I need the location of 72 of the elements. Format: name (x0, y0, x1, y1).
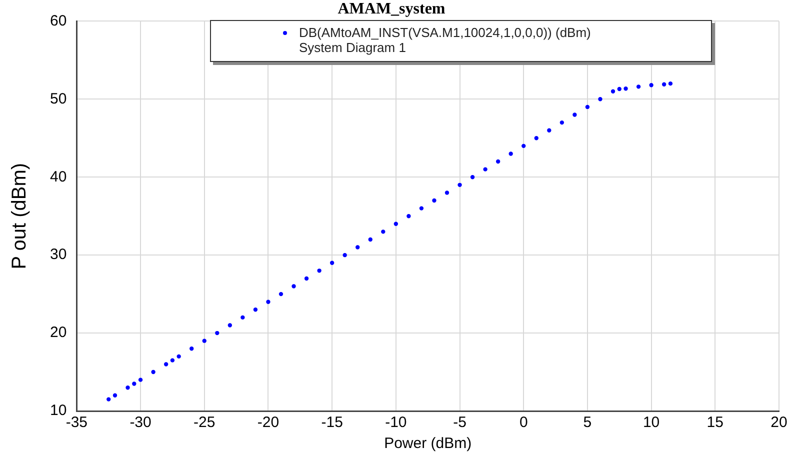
point (560, 120, 564, 125)
annotation: System Diagram 1 (299, 40, 407, 55)
x-tick-label: 0 (519, 414, 528, 432)
point (342, 252, 347, 258)
point (668, 81, 673, 86)
x-tick-label: -10 (385, 414, 407, 432)
y-axis-title: P out (dBm) (8, 162, 31, 270)
point (278, 292, 284, 296)
point (106, 397, 111, 402)
point (164, 362, 168, 366)
point (458, 182, 462, 188)
point (138, 378, 143, 382)
point (151, 370, 156, 374)
point (444, 190, 450, 195)
x-tick-label: -30 (130, 414, 152, 432)
point (304, 276, 309, 281)
point (572, 112, 577, 117)
legend-label: DB(AMtoAM_INST(VSA.M1,10024,1,0,0,0)) (dBm) (299, 25, 591, 40)
point (419, 206, 424, 210)
point (190, 346, 194, 351)
point (240, 315, 245, 320)
point (266, 300, 270, 304)
point (617, 86, 622, 92)
x-axis-title: Power (dBm) (384, 435, 472, 452)
x-tick-label: -15 (321, 414, 343, 432)
y-tick-label: 50 (50, 90, 67, 108)
point (317, 268, 322, 273)
y-tick-label: 40 (50, 168, 67, 186)
x-tick-label: 5 (583, 414, 592, 432)
point (534, 136, 538, 140)
point (636, 84, 641, 89)
point (381, 230, 386, 234)
point (432, 198, 436, 203)
point (522, 144, 526, 148)
x-tick-label: -35 (66, 414, 88, 432)
x-tick-label: 15 (706, 414, 724, 432)
point (649, 83, 654, 88)
point (202, 338, 206, 343)
x-tick-label: -20 (257, 414, 280, 432)
point (406, 214, 411, 218)
point (132, 382, 136, 386)
chart-title: AMAM_system (338, 0, 446, 18)
y-tick-label: 20 (50, 324, 67, 342)
point (662, 82, 666, 86)
x-tick-label: -5 (453, 414, 466, 432)
point (394, 222, 398, 226)
y-tick-label: 30 (50, 246, 67, 264)
point (368, 237, 372, 242)
point (292, 284, 296, 288)
x-tick-label: -25 (194, 414, 216, 432)
point (483, 167, 488, 172)
point (356, 245, 360, 250)
point (228, 323, 232, 328)
point (624, 86, 628, 91)
point (112, 393, 118, 398)
point (176, 354, 181, 359)
point (470, 175, 475, 180)
point (496, 159, 500, 164)
point (253, 308, 258, 312)
point (508, 152, 513, 156)
point (585, 104, 590, 110)
point (126, 386, 130, 390)
point (547, 128, 552, 132)
point (170, 358, 175, 362)
point (598, 97, 602, 102)
y-tick-label: 60 (50, 12, 67, 30)
point (215, 330, 220, 336)
x-tick-label: 10 (642, 414, 660, 432)
point (330, 260, 334, 265)
x-tick-label: 20 (770, 414, 788, 432)
point (610, 89, 616, 94)
y-tick-label: 10 (50, 402, 67, 420)
